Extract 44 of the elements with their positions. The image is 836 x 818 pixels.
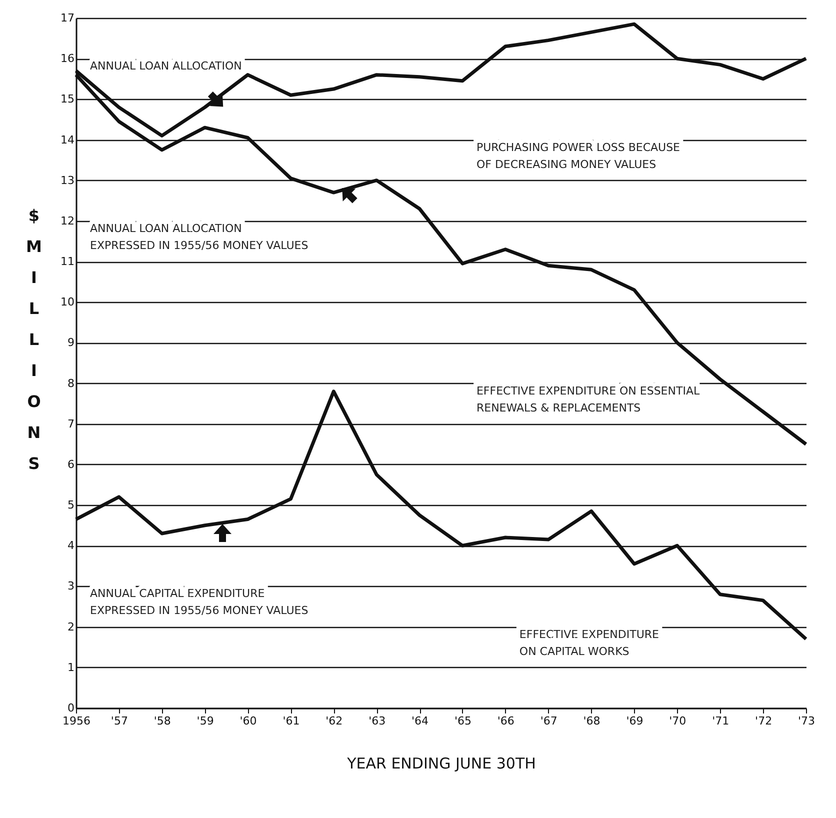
x-tick-label: '59 <box>196 714 214 728</box>
x-tick-label: '73 <box>798 714 816 728</box>
annotation: EFFECTIVE EXPENDITURE ON CAPITAL WORKS <box>519 628 660 658</box>
y-tick-label: 3 <box>68 580 74 593</box>
x-tick-label: '68 <box>583 714 600 728</box>
y-tick-label: 6 <box>68 458 74 471</box>
y-tick-label: 4 <box>68 539 74 552</box>
x-tick-label: '67 <box>540 714 558 728</box>
y-tick-label: 1 <box>68 660 74 674</box>
y-tick-label: 10 <box>60 296 74 309</box>
x-tick-label: '66 <box>497 714 514 728</box>
text: $ MILLIONS <box>26 206 42 473</box>
y-tick-label: 17 <box>60 12 74 24</box>
y-tick-label: 2 <box>68 620 74 634</box>
x-tick-label: '69 <box>626 714 644 728</box>
y-tick-label: 16 <box>60 52 74 66</box>
y-tick-label: 5 <box>68 498 74 512</box>
annotation: PURCHASING POWER LOSS BECAUSE OF DECREASING MONEY VALUES <box>476 140 680 171</box>
annotation: ANNUAL CAPITAL EXPENDITURE EXPRESSED IN 1955/56 MONEY VALUES <box>90 587 308 618</box>
x-tick-label: '60 <box>240 714 257 728</box>
x-tick-label: '57 <box>110 714 128 728</box>
x-tick-label: '62 <box>326 714 343 728</box>
y-tick-label: 0 <box>68 702 74 714</box>
x-tick-label: '63 <box>368 714 386 728</box>
y-tick-label: 11 <box>60 255 74 268</box>
x-tick-label: '61 <box>282 714 300 728</box>
x-tick-label: 1956 <box>62 714 90 728</box>
annotation: ANNUAL LOAN ALLOCATION <box>90 60 242 73</box>
x-axis-title: YEAR ENDING JUNE 30TH <box>346 754 536 772</box>
x-tick-label: '58 <box>154 714 171 728</box>
annotation: ANNUAL LOAN ALLOCATION EXPRESSED IN 1955/56 MONEY VALUES <box>90 222 308 252</box>
y-tick-label: 13 <box>60 174 74 187</box>
y-tick-label: 14 <box>60 133 74 146</box>
y-tick-label: 8 <box>68 376 74 390</box>
y-tick-label: 12 <box>60 214 74 228</box>
x-tick-label: '70 <box>669 714 686 728</box>
y-tick-label: 9 <box>68 336 74 350</box>
annotation: EFFECTIVE EXPENDITURE ON ESSENTIAL RENEWALS & REPLACEMENTS <box>476 384 700 414</box>
x-tick-label: '64 <box>412 714 429 728</box>
x-tick-label: '71 <box>712 714 730 728</box>
x-tick-label: '65 <box>454 714 472 728</box>
x-tick-label: '72 <box>755 714 772 728</box>
y-tick-label: 15 <box>60 92 74 106</box>
y-tick-label: 7 <box>68 417 74 430</box>
